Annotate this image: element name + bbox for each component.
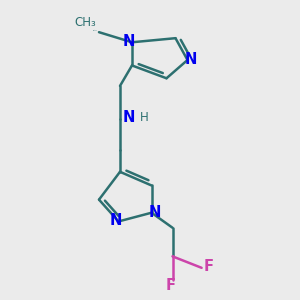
Text: N: N	[109, 213, 122, 228]
Text: N: N	[184, 52, 197, 67]
Text: H: H	[140, 111, 148, 124]
Text: N: N	[122, 34, 135, 49]
Text: F: F	[203, 259, 213, 274]
Text: CH₃: CH₃	[74, 16, 96, 29]
Text: F: F	[166, 278, 176, 293]
Text: N: N	[123, 110, 135, 125]
Text: methyl: methyl	[93, 30, 98, 31]
Text: N: N	[148, 205, 161, 220]
